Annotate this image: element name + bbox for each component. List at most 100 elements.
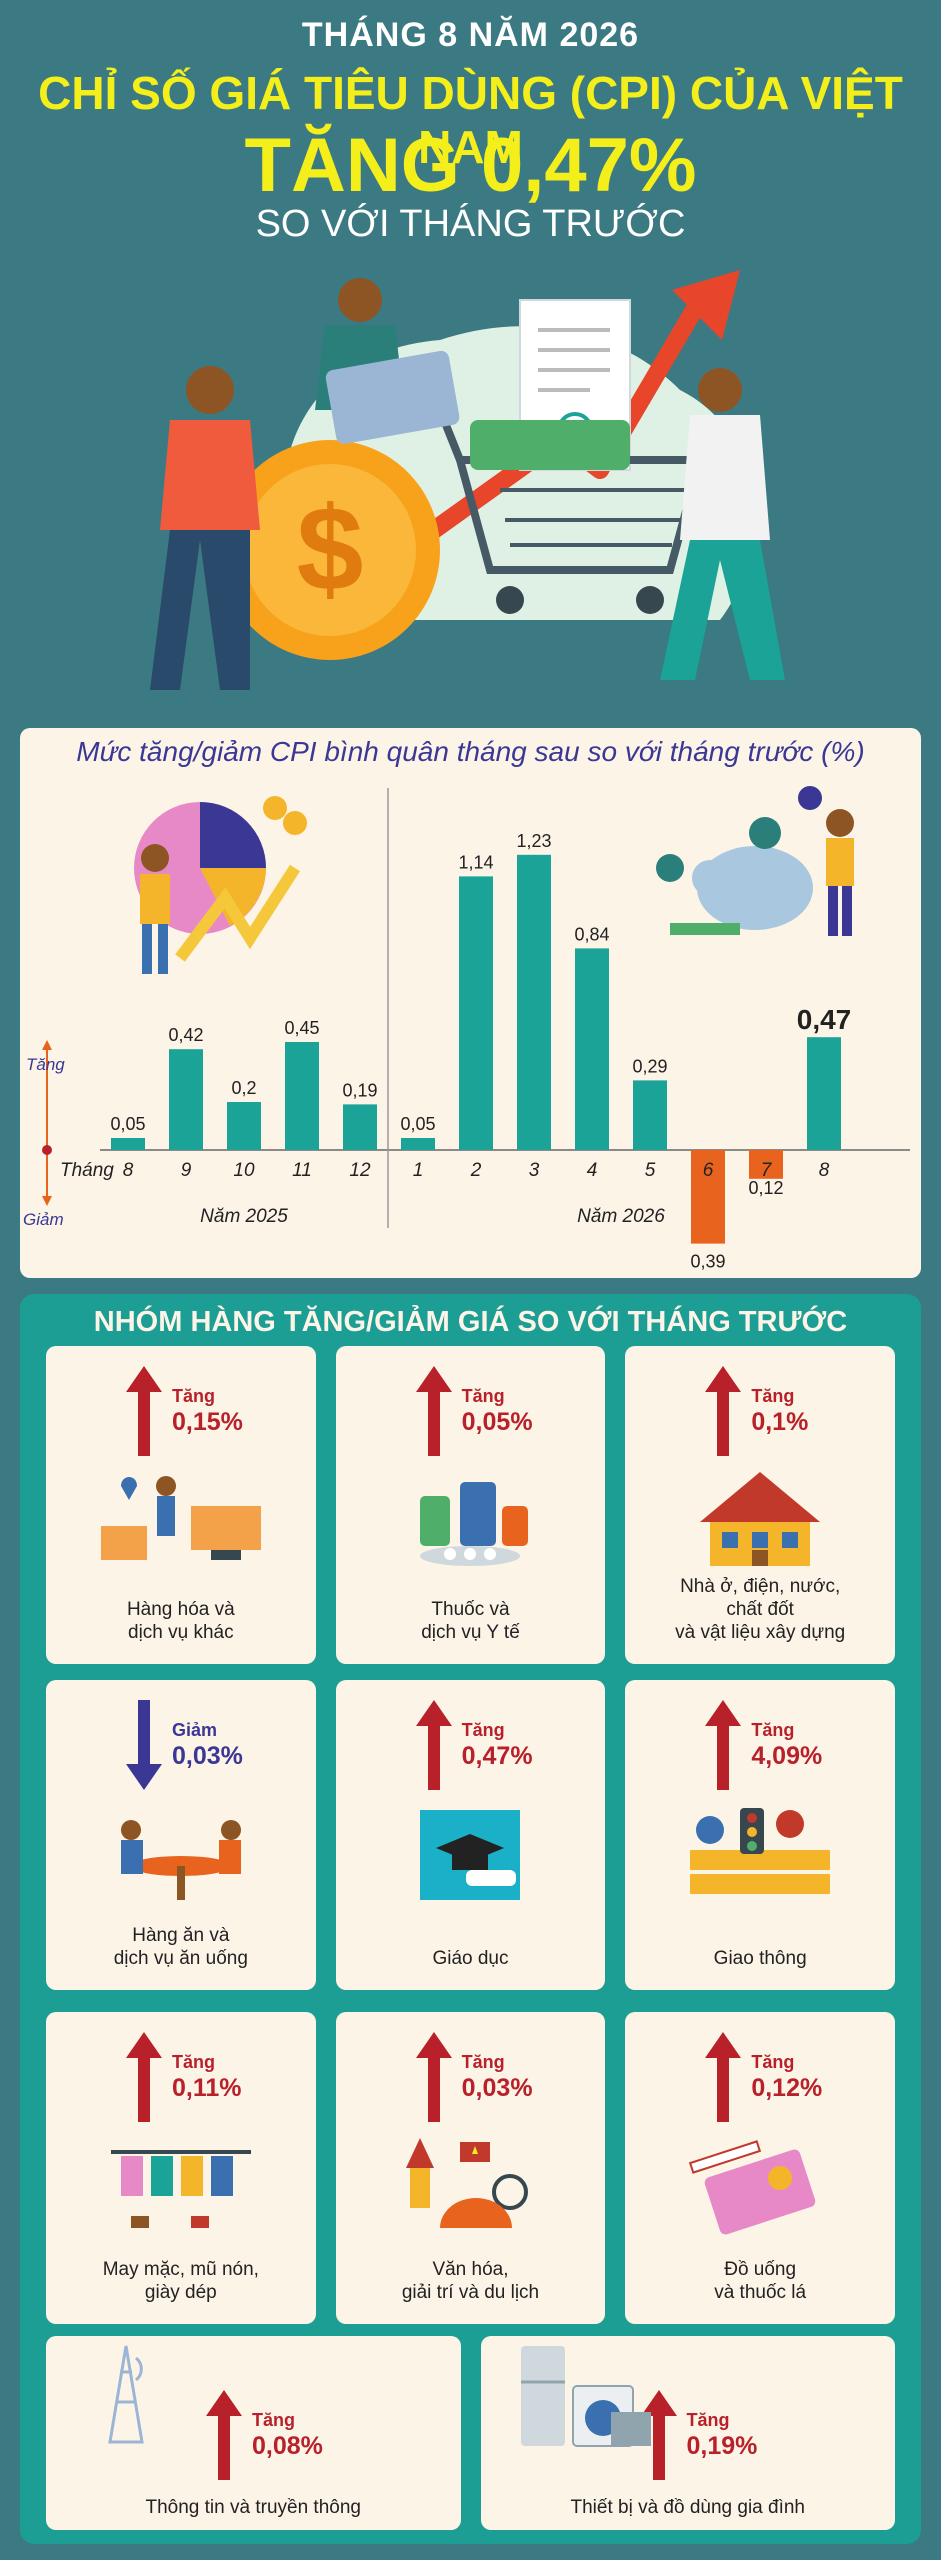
arrow-down-icon	[126, 1700, 162, 1790]
header-title: CHỈ SỐ GIÁ TIÊU DÙNG (CPI) CỦA VIỆT NAM	[38, 67, 903, 173]
direction-label: Tăng	[252, 2410, 295, 2430]
value-label: 0,45	[284, 1018, 319, 1038]
bar-Năm-2025-month-11	[285, 1042, 319, 1150]
group-tile: Tăng 4,09% Giao thông	[625, 1680, 895, 1990]
value-label: 0,39	[690, 1252, 725, 1272]
change-value: 0,15%	[172, 1408, 243, 1436]
culture-icon	[406, 2138, 529, 2228]
value-label: 0,19	[342, 1080, 377, 1100]
value-label: 0,47	[797, 1004, 852, 1035]
group-label-line: dịch vụ khác	[128, 1622, 234, 1643]
change-value: 0,1%	[751, 1408, 809, 1436]
change-value: 0,19%	[686, 2432, 758, 2460]
group-label: May mặc, mũ nón, giày dép	[46, 2258, 316, 2304]
change-value: 0,47%	[461, 1742, 533, 1770]
month-axis-prefix: Tháng	[60, 1160, 114, 1181]
group-label: Thuốc và dịch vụ Y tế	[336, 1598, 606, 1644]
group-tile: Tăng 0,11% May mặc, mũ nón, giày dép	[46, 2012, 316, 2324]
arrow-up-icon	[705, 1366, 742, 1456]
group-label-line: Thông tin và truyền thông	[145, 2497, 361, 2518]
direction-label: Tăng	[461, 1720, 505, 1740]
group-label-line: Nhà ở, điện, nước,	[680, 1576, 841, 1597]
direction-label: Giảm	[172, 1720, 218, 1740]
clothing-icon	[110, 2150, 251, 2228]
value-label: 0,2	[231, 1078, 256, 1098]
group-label-line: Thuốc và	[431, 1599, 510, 1620]
group-label-line: và thuốc lá	[714, 2282, 807, 2303]
group-label-line: May mặc, mũ nón,	[102, 2259, 259, 2280]
group-label-line: Thiết bị và đồ dùng gia đình	[570, 2497, 805, 2518]
tick-label: 2	[470, 1160, 482, 1181]
change-value: 0,12%	[751, 2074, 823, 2102]
direction-label: Tăng	[461, 1386, 505, 1406]
tick-label: 6	[703, 1160, 714, 1181]
bar-Năm-2025-month-9	[169, 1049, 203, 1150]
group-label-line: Giao thông	[713, 1948, 807, 1969]
bar-Năm-2026-month-3	[517, 854, 551, 1150]
chart-title: Mức tăng/giảm CPI bình quân tháng sau so…	[76, 736, 865, 767]
value-label: 1,23	[516, 831, 551, 851]
tick-label: 9	[181, 1160, 192, 1181]
arrow-up-icon	[206, 2390, 242, 2480]
appliance-icon	[520, 2346, 651, 2447]
legend-up-label: Tăng	[26, 1055, 65, 1074]
arrow-up-icon	[415, 1366, 452, 1456]
group-label-line: dịch vụ Y tế	[421, 1622, 520, 1643]
tick-label: 12	[349, 1160, 371, 1181]
year-group-label: Năm 2026	[577, 1206, 665, 1227]
group-label-line: Đồ uống	[724, 2259, 797, 2280]
medicine-icon	[420, 1482, 529, 1566]
cigarette-icon	[689, 2140, 816, 2235]
group-label: Nhà ở, điện, nước, chất đốt và vật liệu xâ…	[625, 1575, 895, 1644]
change-value: 0,05%	[461, 1408, 533, 1436]
groups-title: NHÓM HÀNG TĂNG/GIẢM GIÁ SO VỚI THÁNG TRƯ…	[93, 1306, 848, 1338]
value-label: 0,05	[400, 1114, 435, 1134]
group-label: Thiết bị và đồ dùng gia đình	[481, 2496, 896, 2519]
graduation-icon	[420, 1810, 521, 1900]
value-label: 1,14	[458, 852, 493, 872]
arrow-up-icon	[415, 2032, 452, 2122]
cpi-chart-card: Tăng Giảm Tháng 0,05 8 0,42 9 0,2 10 0,45 11 0,1…	[20, 728, 921, 1278]
group-tile: Tăng 0,05% Thuốc và dịch vụ Y tế	[335, 1346, 606, 1664]
tick-label: 5	[645, 1160, 656, 1181]
group-label: Đồ uống và thuốc lá	[625, 2258, 895, 2304]
group-tile: Giảm 0,03% Hàng ăn và dịch vụ ăn uống	[46, 1680, 316, 1990]
header-section: THÁNG 8 NĂM 2026 CHỈ SỐ GIÁ TIÊU DÙNG (C…	[0, 0, 941, 720]
group-label-line: và vật liệu xây dựng	[675, 1622, 846, 1643]
tick-label: 8	[819, 1160, 830, 1181]
group-label: Hàng ăn và dịch vụ ăn uống	[46, 1924, 316, 1970]
tick-label: 8	[123, 1160, 134, 1181]
header-month: THÁNG 8 NĂM 2026	[301, 16, 640, 54]
group-tile: Tăng 0,12% Đồ uống và thuốc lá	[625, 2012, 895, 2324]
direction-label: Tăng	[751, 1386, 795, 1406]
group-label-line: dịch vụ ăn uống	[113, 1948, 248, 1969]
direction-label: Tăng	[172, 1386, 215, 1406]
tick-label: 1	[413, 1160, 424, 1181]
group-tile: Tăng 0,08% Thông tin và truyền thông	[46, 2336, 461, 2530]
arrow-up-icon	[126, 2032, 162, 2122]
change-value: 0,11%	[172, 2074, 242, 2102]
piggy-bank-illustration	[656, 786, 854, 936]
group-tile: Tăng 0,19% Thiết bị và đồ dùng gia đình	[480, 2336, 896, 2530]
value-label: 0,42	[168, 1025, 203, 1045]
year-group-label: Năm 2025	[200, 1206, 288, 1227]
tower-icon	[108, 2345, 144, 2444]
group-tile: Tăng 0,15% Hàng hóa và dịch vụ khác	[46, 1346, 316, 1664]
arrow-up-icon	[705, 2032, 742, 2122]
delivery-icon	[100, 1476, 261, 1560]
group-label: Giao thông	[625, 1947, 895, 1970]
header-headline: TĂNG 0,47%	[244, 123, 697, 208]
arrow-up-icon	[126, 1366, 162, 1456]
value-label: 0,29	[632, 1056, 667, 1076]
bar-Năm-2025-month-12	[343, 1104, 377, 1150]
direction-label: Tăng	[751, 2052, 795, 2072]
house-icon	[700, 1472, 821, 1566]
group-label: Thông tin và truyền thông	[46, 2496, 461, 2519]
cpi-bar-chart: Tăng Giảm Tháng 0,05 8 0,42 9 0,2 10 0,45 11 0,1…	[23, 786, 910, 1272]
bar-Năm-2026-month-7	[749, 1150, 783, 1179]
header-subtitle: SO VỚI THÁNG TRƯỚC	[255, 203, 686, 245]
bar-Năm-2025-month-10	[227, 1102, 261, 1150]
dining-icon	[120, 1820, 241, 1900]
tick-label: 4	[587, 1160, 598, 1181]
group-label-line: Hàng hóa và	[126, 1599, 235, 1620]
